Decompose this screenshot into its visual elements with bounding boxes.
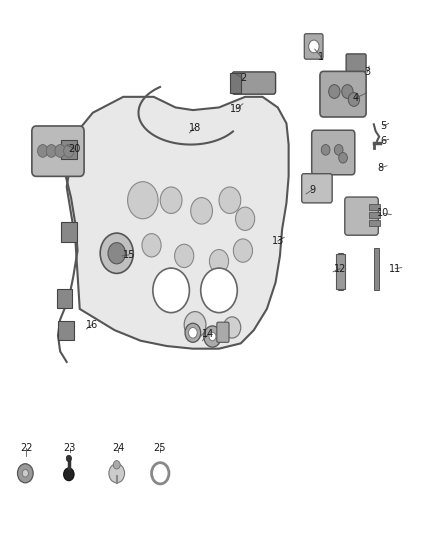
Circle shape <box>223 317 241 338</box>
Text: 15: 15 <box>123 250 135 260</box>
Text: 14: 14 <box>202 329 214 340</box>
Circle shape <box>108 243 125 264</box>
Bar <box>369 205 380 210</box>
Circle shape <box>175 244 194 268</box>
Text: 10: 10 <box>378 208 390 219</box>
Circle shape <box>109 464 124 483</box>
Circle shape <box>64 144 74 157</box>
Bar <box>58 320 74 340</box>
Text: 23: 23 <box>64 443 76 454</box>
FancyBboxPatch shape <box>304 34 323 59</box>
Text: 12: 12 <box>334 264 346 273</box>
Text: 13: 13 <box>272 236 284 246</box>
Circle shape <box>22 470 28 477</box>
Circle shape <box>339 152 347 163</box>
Text: 16: 16 <box>86 320 98 330</box>
Circle shape <box>342 85 353 99</box>
Circle shape <box>219 187 241 214</box>
Circle shape <box>309 40 319 53</box>
Bar <box>369 220 380 225</box>
Bar <box>338 253 343 290</box>
Circle shape <box>55 144 65 157</box>
Text: 19: 19 <box>230 104 243 114</box>
Text: 25: 25 <box>154 443 166 454</box>
Circle shape <box>201 268 237 313</box>
Bar <box>374 248 379 290</box>
Circle shape <box>142 233 161 257</box>
Bar <box>336 254 345 289</box>
Text: 6: 6 <box>381 136 387 146</box>
Text: 22: 22 <box>20 443 32 454</box>
Circle shape <box>38 144 48 157</box>
Circle shape <box>209 332 216 341</box>
FancyBboxPatch shape <box>32 126 84 176</box>
FancyBboxPatch shape <box>232 72 276 94</box>
Text: 8: 8 <box>377 163 383 173</box>
Circle shape <box>158 274 184 306</box>
FancyBboxPatch shape <box>346 54 366 72</box>
Text: 3: 3 <box>364 68 370 77</box>
Circle shape <box>185 323 201 342</box>
FancyBboxPatch shape <box>312 130 355 175</box>
Circle shape <box>184 312 206 338</box>
Bar <box>57 289 72 308</box>
Circle shape <box>188 327 197 338</box>
FancyBboxPatch shape <box>345 197 378 235</box>
Circle shape <box>18 464 33 483</box>
Circle shape <box>206 274 232 306</box>
Text: 5: 5 <box>380 121 387 131</box>
Circle shape <box>160 187 182 214</box>
Circle shape <box>204 326 221 347</box>
FancyBboxPatch shape <box>217 322 229 342</box>
Text: 24: 24 <box>112 443 124 454</box>
Circle shape <box>209 249 229 273</box>
Text: 18: 18 <box>189 123 201 133</box>
Circle shape <box>113 461 120 469</box>
Text: 4: 4 <box>353 93 359 103</box>
Circle shape <box>191 198 212 224</box>
Circle shape <box>152 463 169 484</box>
Circle shape <box>233 239 253 262</box>
Bar <box>61 140 77 159</box>
Text: 2: 2 <box>240 73 246 83</box>
Bar <box>369 213 380 217</box>
Text: 20: 20 <box>68 144 81 154</box>
Bar <box>230 74 241 93</box>
Circle shape <box>328 85 340 99</box>
FancyBboxPatch shape <box>302 174 332 203</box>
FancyBboxPatch shape <box>320 71 366 117</box>
Circle shape <box>236 207 254 230</box>
Circle shape <box>100 233 133 273</box>
Polygon shape <box>67 97 289 349</box>
Circle shape <box>153 268 189 313</box>
Circle shape <box>64 468 74 481</box>
Circle shape <box>348 93 360 107</box>
Circle shape <box>46 144 57 157</box>
Circle shape <box>127 182 158 219</box>
Circle shape <box>66 455 71 462</box>
Bar <box>61 222 77 241</box>
Text: 1: 1 <box>318 52 325 62</box>
Text: 9: 9 <box>310 184 316 195</box>
Circle shape <box>334 144 343 155</box>
Circle shape <box>321 144 330 155</box>
Text: 11: 11 <box>389 264 401 273</box>
